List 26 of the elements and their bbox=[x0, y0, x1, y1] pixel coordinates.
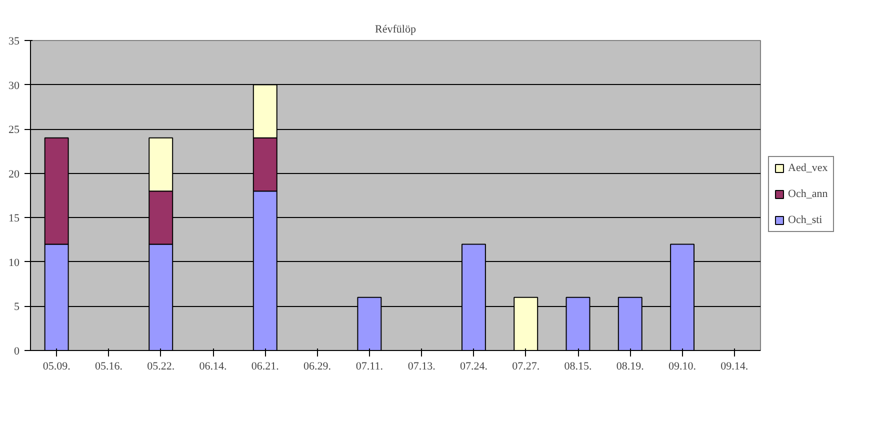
x-tick-label: 08.15. bbox=[564, 360, 592, 372]
x-tick-label: 09.14. bbox=[720, 360, 748, 372]
x-tick-label: 06.29. bbox=[304, 360, 332, 372]
legend-label: Och_sti bbox=[788, 214, 822, 226]
x-tick-label: 07.24. bbox=[460, 360, 488, 372]
chart-title: Révfülöp bbox=[375, 24, 416, 36]
x-tick-label: 07.11. bbox=[356, 360, 384, 372]
legend-label: Och_ann bbox=[788, 188, 828, 200]
x-tick-label: 07.27. bbox=[512, 360, 540, 372]
y-tick-label: 30 bbox=[8, 80, 20, 92]
y-tick-label: 5 bbox=[14, 301, 20, 314]
x-tick-label: 07.13. bbox=[408, 360, 436, 372]
x-tick-label: 05.09. bbox=[42, 360, 71, 372]
x-tick-label: 05.22. bbox=[147, 360, 175, 372]
y-tick-label: 10 bbox=[8, 256, 20, 269]
y-tick-label: 15 bbox=[8, 212, 20, 225]
y-tick-label: 35 bbox=[8, 36, 20, 48]
x-tick-label: 06.21. bbox=[251, 360, 280, 372]
y-tick-label: 0 bbox=[14, 346, 20, 358]
legend-label: Aed_vex bbox=[788, 162, 828, 174]
y-tick-label: 25 bbox=[8, 124, 20, 136]
x-tick-label: 08.19. bbox=[616, 360, 644, 372]
x-tick-label: 09.10. bbox=[668, 360, 696, 372]
x-tick-label: 06.14. bbox=[199, 360, 227, 372]
y-tick-label: 20 bbox=[8, 168, 20, 180]
x-tick-label: 05.16. bbox=[94, 360, 123, 372]
